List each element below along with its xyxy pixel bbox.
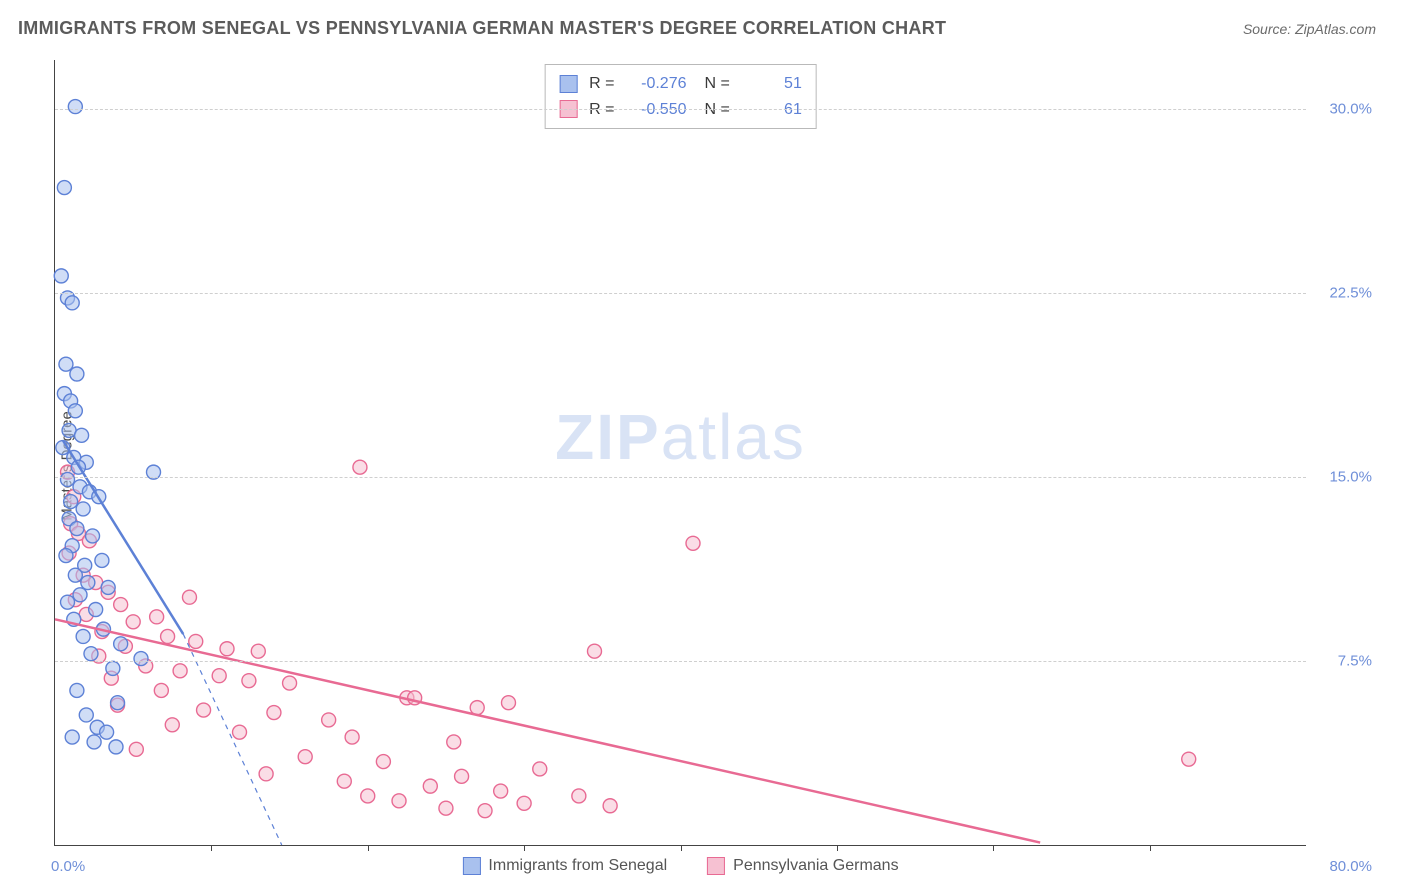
swatch-senegal: [559, 75, 577, 93]
gridline-h: [55, 109, 1306, 110]
n-label: N =: [705, 71, 730, 97]
n-value-senegal: 51: [738, 71, 802, 97]
y-tick-label: 7.5%: [1312, 653, 1372, 670]
x-tick: [211, 845, 212, 851]
source-attribution: Source: ZipAtlas.com: [1243, 21, 1376, 37]
x-tick: [368, 845, 369, 851]
x-tick: [1150, 845, 1151, 851]
legend-item-pagerman: Pennsylvania Germans: [707, 857, 898, 875]
plot-area: ZIPatlas R = -0.276 N = 51 R = -0.550 N …: [54, 60, 1306, 846]
series-legend: Immigrants from Senegal Pennsylvania Ger…: [462, 857, 898, 875]
swatch-pagerman-bottom: [707, 857, 725, 875]
r-label: R =: [589, 71, 614, 97]
x-tick: [524, 845, 525, 851]
gridline-h: [55, 661, 1306, 662]
x-axis-max-label: 80.0%: [1329, 858, 1372, 875]
x-tick: [837, 845, 838, 851]
swatch-senegal-bottom: [462, 857, 480, 875]
correlation-row-senegal: R = -0.276 N = 51: [559, 71, 802, 97]
correlation-legend: R = -0.276 N = 51 R = -0.550 N = 61: [544, 64, 817, 129]
x-axis-min-label: 0.0%: [51, 858, 85, 875]
gridline-h: [55, 293, 1306, 294]
x-tick: [681, 845, 682, 851]
legend-label-senegal: Immigrants from Senegal: [488, 857, 667, 875]
chart-title: IMMIGRANTS FROM SENEGAL VS PENNSYLVANIA …: [18, 18, 946, 39]
gridline-h: [55, 477, 1306, 478]
source-name: ZipAtlas.com: [1295, 21, 1376, 37]
legend-label-pagerman: Pennsylvania Germans: [733, 857, 898, 875]
chart-container: Master's Degree ZIPatlas R = -0.276 N = …: [18, 50, 1376, 882]
plot-svg: [55, 60, 1306, 845]
y-tick-label: 15.0%: [1312, 469, 1372, 486]
legend-item-senegal: Immigrants from Senegal: [462, 857, 667, 875]
source-prefix: Source:: [1243, 21, 1295, 37]
y-tick-label: 30.0%: [1312, 101, 1372, 118]
y-tick-label: 22.5%: [1312, 285, 1372, 302]
x-tick: [993, 845, 994, 851]
r-value-senegal: -0.276: [623, 71, 687, 97]
